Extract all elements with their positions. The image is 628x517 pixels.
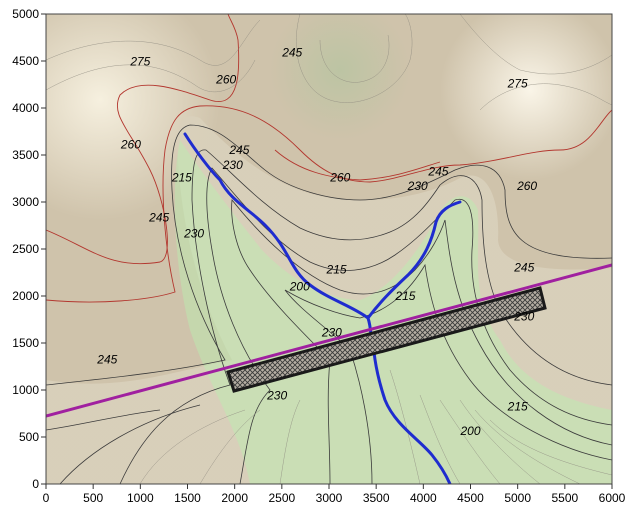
contour-line [274,149,441,181]
contour-line [231,198,612,484]
y-tick-label: 3000 [12,195,39,209]
y-tick-label: 0 [32,477,39,491]
x-tick-label: 2000 [221,491,248,505]
x-tick-label: 1500 [174,491,201,505]
contour-label: 275 [129,55,150,69]
contour-label: 275 [507,76,528,90]
contour-label: 260 [215,73,236,87]
y-tick-label: 1000 [12,383,39,397]
contour-label: 260 [120,137,141,151]
contour-label: 230 [321,325,342,339]
contour-label: 230 [407,179,428,193]
y-axis: 0 500 1000 1500 2000 2500 3000 3500 4000 4500 5000 [12,7,46,491]
contour-label: 200 [289,279,310,293]
y-tick-label: 3500 [12,148,39,162]
contour-label: 245 [513,261,534,275]
x-tick-label: 3500 [363,491,390,505]
contour-label: 200 [459,424,480,438]
minor-contours [46,14,612,484]
contour-label: 215 [507,400,528,414]
x-tick-label: 6000 [599,491,626,505]
contour-line [46,409,161,431]
valley-floor-area [174,140,612,484]
x-tick-label: 4500 [457,491,484,505]
x-tick-label: 3000 [316,491,343,505]
contour-line [46,105,612,303]
x-tick-label: 1000 [127,491,154,505]
y-tick-label: 2000 [12,289,39,303]
x-tick-label: 5500 [551,491,578,505]
contour-line [46,124,612,386]
contour-label: 230 [222,158,243,172]
contour-label: 260 [516,179,537,193]
contour-label: 245 [148,211,169,225]
contour-label: 245 [96,353,117,367]
contour-label: 230 [513,309,534,323]
contour-label: 215 [171,170,192,184]
y-tick-label: 5000 [12,7,39,21]
x-tick-label: 5000 [504,491,531,505]
contour-line [46,14,240,265]
river-branch [366,200,462,320]
contour-label: 215 [326,262,347,276]
y-tick-label: 4500 [12,54,39,68]
x-axis: 0 500 1000 1500 2000 2500 3000 3500 4000 4500 5000… [43,484,626,505]
contour-label: 260 [329,170,350,184]
contour-line [59,404,201,484]
y-tick-label: 500 [19,430,39,444]
y-tick-label: 4000 [12,101,39,115]
transect-line [46,263,612,418]
contour-label: 245 [228,143,249,157]
valley-green-area [46,116,612,484]
contour-label: 245 [281,45,302,59]
contour-label: 230 [183,227,204,241]
x-tick-label: 2500 [268,491,295,505]
terrain-layer [46,14,612,484]
x-tick-label: 4000 [410,491,437,505]
y-tick-label: 2500 [12,242,39,256]
x-tick-label: 500 [83,491,103,505]
contour-label: 215 [394,289,415,303]
contour-label: 230 [266,388,287,402]
x-tick-label: 0 [43,491,50,505]
high-contours [46,14,612,303]
contour-label: 245 [427,165,448,179]
structure-rectangle [226,286,547,393]
contour-line [119,149,612,484]
y-tick-label: 1500 [12,336,39,350]
